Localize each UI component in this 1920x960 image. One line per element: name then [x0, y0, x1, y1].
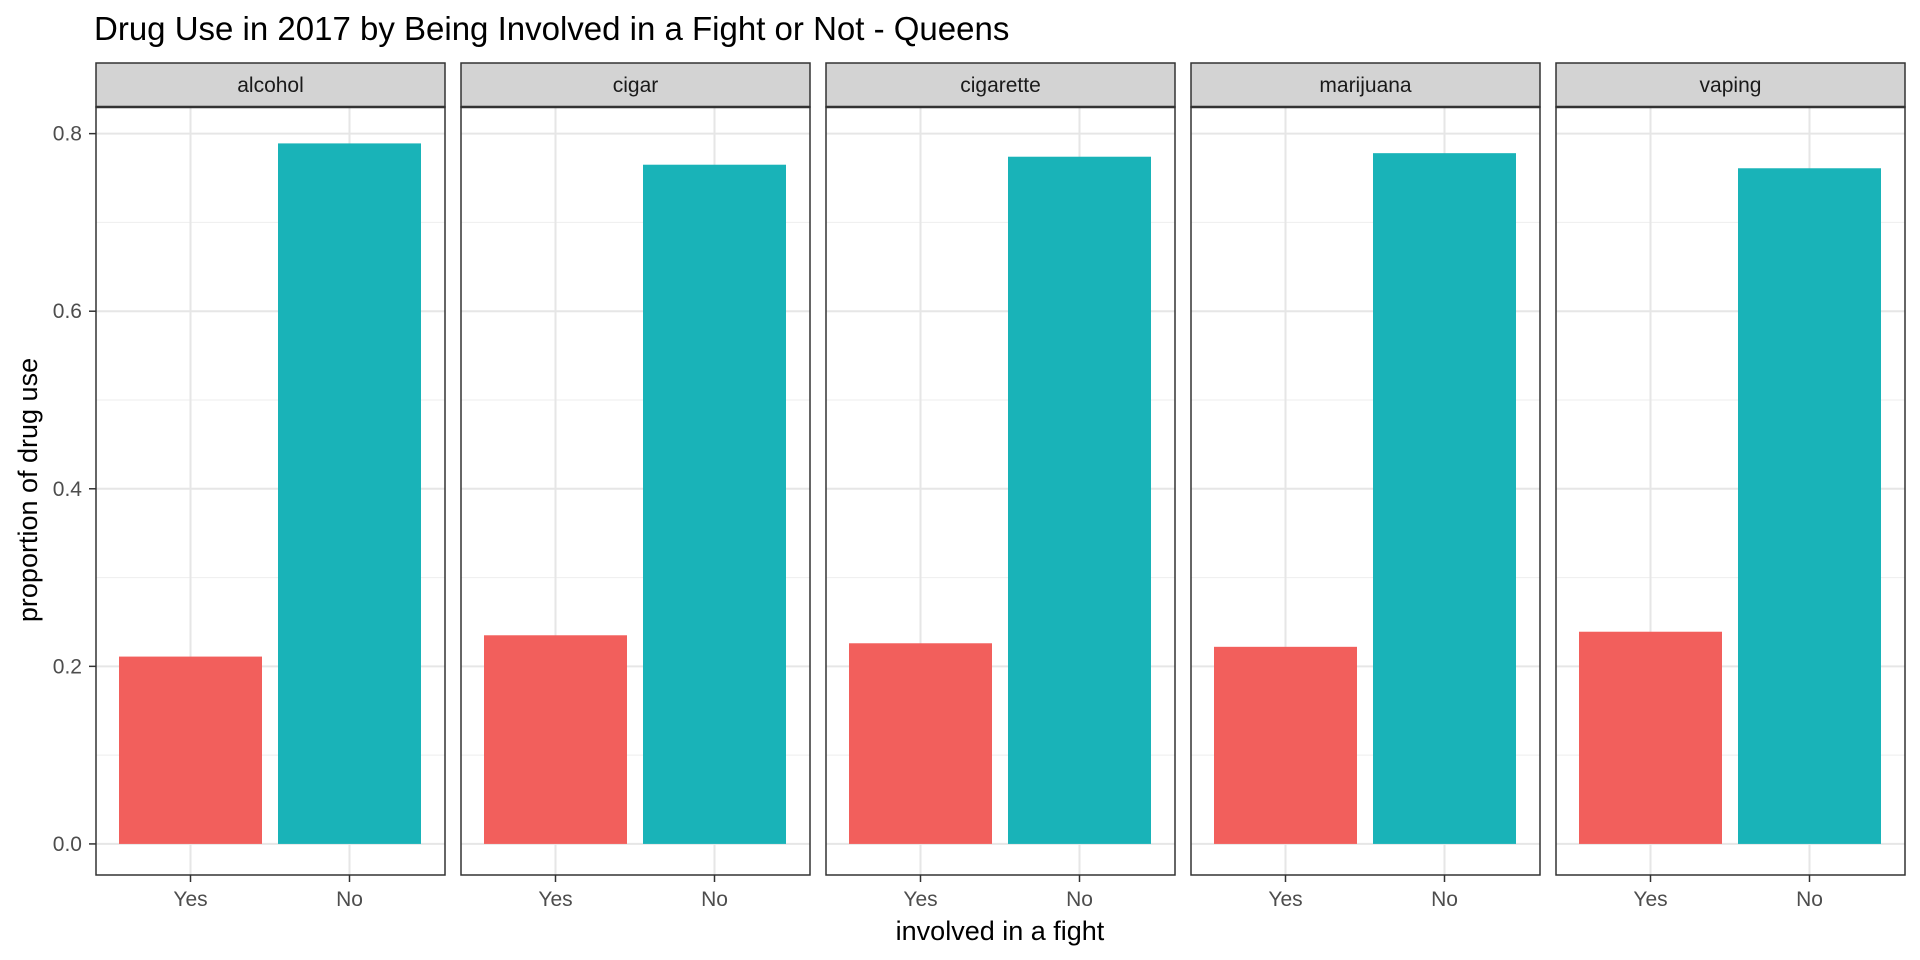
facet-panel-cigar: cigar Yes No	[460, 62, 811, 911]
y-tick-label: 0.2	[53, 655, 82, 678]
x-tick-label: No	[336, 888, 363, 911]
bar-alcohol-yes	[119, 656, 262, 844]
x-tick-label: No	[1431, 888, 1458, 911]
x-tick-label: Yes	[1633, 888, 1667, 911]
facet-strip	[460, 62, 811, 108]
x-axis-title: involved in a fight	[896, 916, 1105, 946]
x-tick-label: No	[701, 888, 728, 911]
bar-vaping-no	[1738, 168, 1881, 844]
y-tick-label: 0.4	[53, 478, 83, 501]
bar-cigar-no	[643, 164, 786, 844]
x-tick-label: Yes	[538, 888, 572, 911]
bar-marijuana-yes	[1214, 646, 1357, 844]
facet-strip-label: cigar	[613, 74, 659, 97]
y-tick-label: 0.0	[53, 833, 82, 856]
bar-cigar-yes	[484, 635, 627, 844]
x-tick-label: Yes	[1268, 888, 1302, 911]
facet-strip	[825, 62, 1176, 108]
bar-cigarette-yes	[849, 643, 992, 844]
bar-cigarette-no	[1008, 156, 1151, 844]
facet-panel-vaping: vaping Yes No	[1555, 62, 1906, 911]
facet-panel-cigarette: cigarette Yes No	[825, 62, 1176, 911]
y-axis-title: proportion of drug use	[13, 358, 43, 622]
y-tick-label: 0.6	[53, 300, 82, 323]
bar-vaping-yes	[1579, 631, 1722, 844]
x-tick-label: No	[1066, 888, 1093, 911]
chart-title: Drug Use in 2017 by Being Involved in a …	[94, 10, 1009, 47]
facet-strip-label: alcohol	[237, 74, 304, 97]
facet-strip-label: vaping	[1700, 74, 1762, 97]
x-tick-label: Yes	[903, 888, 937, 911]
facet-strip-label: marijuana	[1319, 74, 1412, 97]
facet-panel-alcohol: alcohol Yes No	[95, 62, 446, 911]
facet-strip-label: cigarette	[960, 74, 1041, 97]
facet-panel-marijuana: marijuana Yes No	[1190, 62, 1541, 911]
y-tick-label: 0.8	[53, 123, 82, 146]
bar-alcohol-no	[278, 143, 421, 844]
x-tick-label: No	[1796, 888, 1823, 911]
facet-strip	[1190, 62, 1541, 108]
bar-marijuana-no	[1373, 153, 1516, 844]
x-tick-label: Yes	[173, 888, 207, 911]
